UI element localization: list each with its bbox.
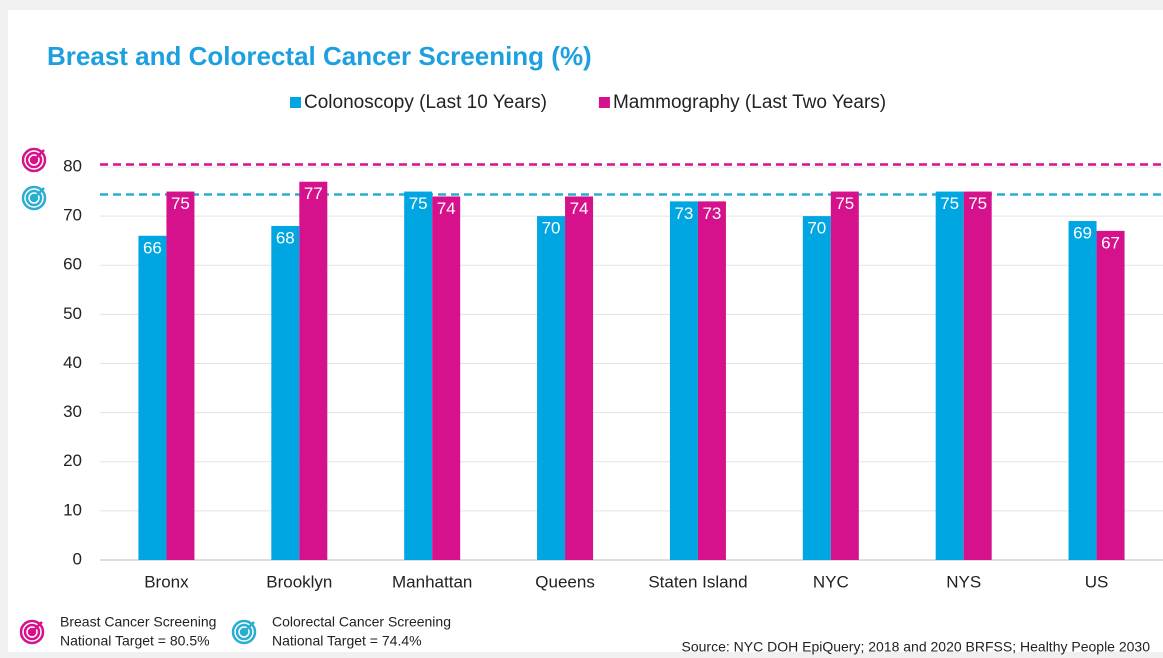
y-tick-label: 70 [63, 206, 82, 225]
data-label: 66 [143, 238, 162, 257]
chart-title: Breast and Colorectal Cancer Screening (… [47, 41, 592, 71]
bar [697, 201, 726, 560]
data-label: 77 [304, 184, 323, 203]
bar [1068, 221, 1097, 560]
data-label: 73 [674, 204, 693, 223]
target-icon [23, 623, 41, 641]
bar [935, 191, 964, 560]
data-label: 74 [437, 199, 456, 218]
y-tick-label: 20 [63, 451, 82, 470]
legend-label: Colonoscopy (Last 10 Years) [304, 92, 547, 113]
legend-label: Mammography (Last Two Years) [613, 92, 886, 113]
x-tick-label: Manhattan [392, 572, 472, 591]
target-arrow [33, 149, 45, 161]
data-label: 75 [835, 194, 854, 213]
data-label: 75 [968, 194, 987, 213]
target-icon [231, 619, 257, 645]
x-tick-label: Queens [535, 572, 595, 591]
y-tick-label: 80 [63, 156, 82, 175]
target-arrow [243, 621, 255, 633]
data-label: 67 [1101, 233, 1120, 252]
y-tick-label: 0 [73, 549, 82, 568]
y-tick-label: 10 [63, 500, 82, 519]
data-label: 75 [171, 194, 190, 213]
y-tick-label: 50 [63, 304, 82, 323]
legend-swatch [598, 97, 610, 108]
bar [565, 196, 594, 560]
target-icon [25, 189, 43, 207]
bar [432, 196, 461, 560]
bar [271, 225, 300, 560]
data-label: 68 [276, 228, 295, 247]
target-icon [21, 185, 47, 211]
bar [830, 191, 859, 560]
bar [537, 216, 566, 560]
bar [404, 191, 433, 560]
target-icon [21, 147, 47, 173]
bar [669, 201, 698, 560]
target-arrow [33, 187, 45, 199]
bar [138, 235, 167, 560]
target-icon [25, 151, 43, 169]
bar [963, 191, 992, 560]
target-text: National Target = 74.4% [272, 633, 422, 649]
target-icon [235, 623, 253, 641]
x-tick-label: Brooklyn [266, 572, 332, 591]
data-label: 75 [409, 194, 428, 213]
bar [1096, 230, 1125, 561]
target-arrow [31, 621, 43, 633]
x-tick-label: US [1085, 572, 1109, 591]
x-tick-label: NYS [946, 572, 981, 591]
bar [299, 181, 328, 561]
data-label: 74 [570, 199, 589, 218]
y-tick-label: 30 [63, 402, 82, 421]
target-label: Breast Cancer Screening [60, 614, 216, 630]
target-text: National Target = 80.5% [60, 633, 210, 649]
target-label: Colorectal Cancer Screening [272, 614, 451, 630]
data-label: 70 [542, 219, 561, 238]
data-label: 73 [702, 204, 721, 223]
x-tick-label: Bronx [144, 572, 189, 591]
x-tick-label: NYC [813, 572, 849, 591]
y-tick-label: 40 [63, 353, 82, 372]
x-tick-label: Staten Island [648, 572, 747, 591]
bar [802, 216, 831, 560]
data-label: 75 [940, 194, 959, 213]
target-icon [19, 619, 45, 645]
legend-swatch [290, 97, 301, 108]
data-label: 70 [807, 219, 826, 238]
data-label: 69 [1073, 224, 1092, 243]
bar [166, 191, 195, 560]
source: Source: NYC DOH EpiQuery; 2018 and 2020 … [682, 639, 1151, 655]
y-tick-label: 60 [63, 255, 82, 274]
